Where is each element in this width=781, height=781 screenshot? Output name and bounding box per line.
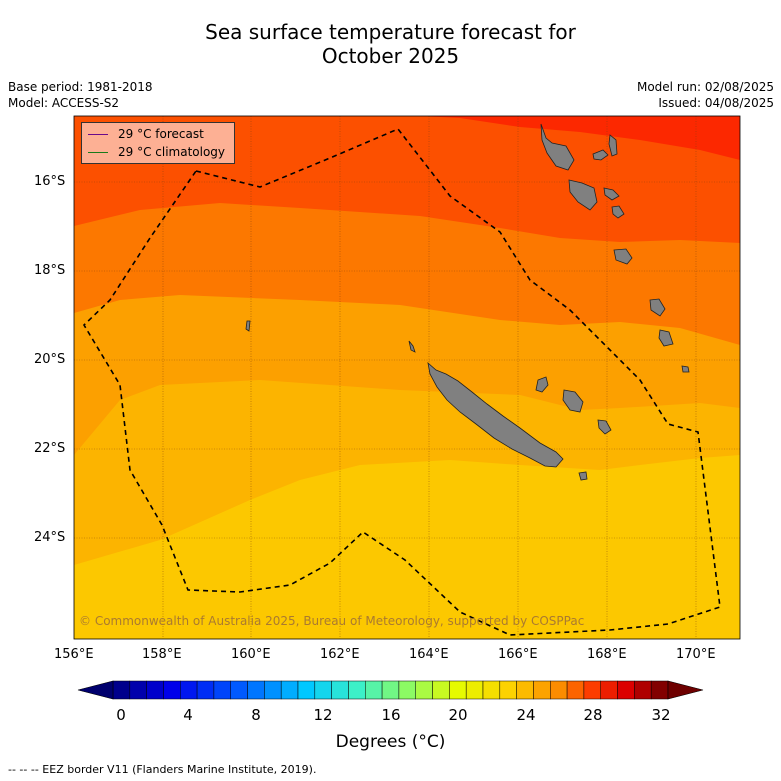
malakula-island [568,179,598,211]
isle-of-pines [578,471,588,481]
lat-label-16s: 16°S [34,174,66,189]
colorbar-cell [348,680,366,700]
colorbar-cell [398,680,416,700]
colorbar-cell [314,680,332,700]
colorbar-cell [600,680,618,700]
colorbar-cell [297,680,316,700]
colorbar-tick-12: 12 [313,706,333,724]
lat-label-22s: 22°S [34,441,66,456]
colorbar-cell [533,680,551,700]
legend-forecast-swatch [88,134,108,135]
colorbar-cell [583,680,601,700]
gridlines [74,116,740,639]
lon-label-166e: 166°E [498,647,538,662]
chesterfield-islet [245,320,251,332]
colorbar-tick-16: 16 [381,706,401,724]
map-title-line1: Sea surface temperature forecast for [205,20,576,44]
efate-island [611,205,625,219]
lon-label-162e: 162°E [320,647,360,662]
colorbar-tick-4: 4 [183,706,193,724]
colorbar-cell [482,680,501,700]
espiritu-santo-island [540,123,575,171]
legend-forecast: 29 °C forecast [88,126,204,142]
colorbar-max-extension [667,680,704,700]
colorbar-tick-0: 0 [116,706,126,724]
colorbar-cell [146,680,164,700]
colorbar-cell [129,680,147,700]
small-islet [681,365,690,373]
colorbar-tick-28: 28 [583,706,603,724]
map-frame [73,115,741,640]
sst-band-29 [74,116,740,160]
colorbar-cell [617,680,635,700]
colorbar-cell [566,680,585,700]
lon-label-168e: 168°E [587,647,627,662]
colorbar-tick-24: 24 [516,706,536,724]
colorbar-cell [112,680,131,700]
hunter-island [649,298,666,317]
colorbar-min-extension [77,680,114,700]
colorbar-cell [550,680,568,700]
model-run: Model run: 02/08/2025 [636,80,774,94]
colorbar-tick-20: 20 [448,706,468,724]
maewo-island [608,134,618,157]
colorbar-cell [365,680,383,700]
colorbar [77,680,704,700]
colorbar-cell [163,680,181,700]
base-period: Base period: 1981-2018 [8,80,153,94]
new-caledonia-island [427,361,564,468]
lat-label-18s: 18°S [34,263,66,278]
eez-footnote: -- -- -- EEZ border V11 (Flanders Marine… [8,763,317,776]
lon-label-160e: 160°E [231,647,271,662]
colorbar-cell [516,680,534,700]
map-title-line2: October 2025 [321,44,460,68]
epi-island [603,187,620,201]
ambae-island [592,149,609,161]
lifou-island [562,389,584,413]
ouvea-island [535,376,549,393]
sst-band-28 [74,116,740,243]
legend-forecast-label: 29 °C forecast [118,127,204,141]
colorbar-cell [180,680,198,700]
colorbar-cell [465,680,484,700]
colorbar-cell [381,680,400,700]
colorbar-cell [499,680,517,700]
lon-label-158e: 158°E [142,647,182,662]
eez-border [82,128,721,636]
colorbar-tick-8: 8 [251,706,261,724]
lon-label-156e: 156°E [54,647,94,662]
colorbar-cell [196,680,215,700]
belep-islands [408,340,416,353]
colorbar-tick-32: 32 [651,706,671,724]
lat-label-20s: 20°S [34,352,66,367]
tanna-island [613,248,633,265]
colorbar-cell [415,680,433,700]
lat-label-24s: 24°S [34,530,66,545]
lon-label-164e: 164°E [409,647,449,662]
legend-climatology-swatch [88,152,108,153]
colorbar-cell [432,680,450,700]
colorbar-cell [247,680,265,700]
sst-map [74,116,740,639]
land [245,123,690,481]
mare-island [597,419,612,435]
map-legend: 29 °C forecast 29 °C climatology [81,122,235,164]
colorbar-cell [213,680,231,700]
colorbar-cell [230,680,248,700]
colorbar-units-label: Degrees (°C) [335,732,446,752]
colorbar-cell [634,680,652,700]
issued-date: Issued: 04/08/2025 [658,96,774,110]
legend-climatology: 29 °C climatology [88,144,225,160]
colorbar-cell [280,680,299,700]
colorbar-cell [650,680,669,700]
lon-label-170e: 170°E [676,647,716,662]
colorbar-cell [264,680,282,700]
colorbar-cell [331,680,349,700]
model-name: Model: ACCESS-S2 [8,96,120,110]
legend-climatology-label: 29 °C climatology [118,145,226,159]
matthew-island [658,329,674,347]
copyright-notice: © Commonwealth of Australia 2025, Bureau… [79,614,585,628]
colorbar-cell [449,680,467,700]
